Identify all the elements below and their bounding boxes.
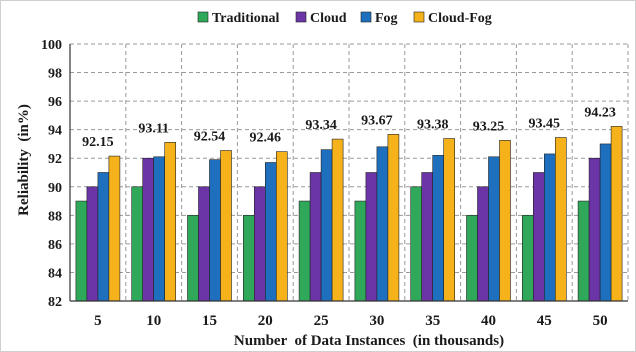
y-tick-label: 96: [48, 95, 62, 110]
bar-groups: [75, 126, 623, 302]
data-label: 93.34: [305, 118, 337, 133]
bar-fog-40: [488, 156, 500, 302]
bar-cloud-fog-10: [164, 142, 176, 302]
data-label: 92.46: [250, 131, 282, 146]
data-label: 92.15: [82, 135, 114, 150]
data-label: 93.11: [138, 121, 169, 136]
x-tick-label: 40: [481, 313, 496, 329]
x-axis-title: Number of Data Instances (in thousands): [234, 333, 504, 349]
bar-cloud-fog-45: [554, 137, 567, 302]
y-tick-label: 88: [48, 209, 62, 224]
bar-fog-35: [432, 155, 445, 302]
bar-cloud-25: [309, 172, 322, 302]
bar-traditional-45: [521, 215, 534, 302]
legend-label-fog: Fog: [375, 11, 398, 26]
bar-fog-5: [97, 172, 110, 302]
bar-cloud-30: [365, 172, 378, 302]
legend-swatch-fog: [360, 11, 372, 23]
bar-cloud-40: [477, 186, 489, 302]
y-tick-labels: 82 84 86 88 90 92 94 96 98 100: [41, 38, 62, 310]
x-tick-label: 25: [314, 313, 329, 329]
bar-cloud-fog-30: [387, 134, 400, 302]
data-label: 93.45: [529, 117, 561, 132]
x-tick-label: 15: [202, 313, 217, 329]
axes: [69, 44, 628, 302]
bar-cloud-35: [421, 172, 434, 302]
legend-swatch-cloud: [295, 11, 307, 23]
y-tick-label: 100: [41, 38, 62, 53]
x-tick-label: 5: [94, 313, 102, 329]
bar-cloud-50: [588, 157, 601, 302]
bar-cloud-fog-5: [108, 155, 121, 302]
legend-label-cloud-fog: Cloud-Fog: [428, 11, 492, 26]
x-tick-label: 10: [146, 313, 161, 329]
data-label: 92.54: [194, 130, 226, 145]
bar-cloud-fog-25: [331, 138, 344, 302]
bar-traditional-30: [354, 200, 367, 302]
data-labels: 92.15 93.11 92.54 92.46 93.34 93.67 93.38 93.25…: [82, 105, 616, 150]
data-label: 93.25: [473, 119, 505, 134]
bar-cloud-15: [198, 186, 210, 302]
legend: Traditional Cloud Fog Cloud-Fog: [197, 11, 492, 26]
bar-fog-30: [376, 146, 389, 302]
bar-traditional-5: [75, 200, 88, 302]
bar-fog-15: [209, 159, 221, 302]
bar-cloud-20: [254, 186, 266, 302]
bar-fog-25: [320, 149, 333, 302]
bar-fog-10: [153, 156, 165, 302]
bar-cloud-fog-20: [275, 151, 288, 302]
bar-cloud-5: [86, 186, 99, 302]
y-tick-label: 94: [48, 124, 62, 139]
bar-traditional-50: [577, 200, 590, 302]
bar-traditional-20: [243, 215, 255, 302]
y-tick-label: 84: [48, 266, 62, 281]
bar-traditional-35: [410, 186, 423, 302]
y-tick-label: 86: [48, 238, 62, 253]
y-tick-label: 90: [48, 181, 62, 196]
bar-fog-45: [543, 153, 556, 302]
y-tick-label: 92: [48, 152, 62, 167]
legend-label-traditional: Traditional: [212, 11, 280, 26]
bar-cloud-fog-50: [610, 126, 623, 302]
y-axis-title: Reliability (in%): [16, 104, 32, 216]
legend-label-cloud: Cloud: [310, 11, 347, 26]
data-label: 93.38: [417, 118, 449, 133]
bar-cloud-10: [142, 157, 154, 302]
bar-cloud-fog-35: [443, 138, 456, 302]
data-label: 93.67: [361, 113, 393, 128]
legend-swatch-traditional: [197, 11, 209, 23]
x-tick-label: 35: [425, 313, 440, 329]
bar-fog-50: [599, 143, 612, 302]
x-tick-label: 30: [369, 313, 384, 329]
bar-traditional-25: [298, 200, 311, 302]
bar-traditional-10: [131, 186, 143, 302]
x-tick-label: 50: [593, 313, 608, 329]
data-label: 94.23: [584, 105, 616, 120]
y-tick-label: 82: [48, 295, 62, 310]
x-tick-labels: 5 10 15 20 25 30 35 40 45 50: [94, 313, 607, 329]
bar-cloud-fog-40: [499, 140, 511, 302]
bar-fog-20: [264, 162, 277, 302]
bar-cloud-fog-15: [220, 150, 232, 302]
y-tick-label: 98: [48, 67, 62, 82]
bar-traditional-15: [187, 215, 199, 302]
legend-swatch-cloud-fog: [413, 11, 425, 23]
x-tick-label: 20: [258, 313, 273, 329]
bar-cloud-45: [532, 172, 545, 302]
bar-traditional-40: [466, 215, 478, 302]
x-tick-label: 45: [537, 313, 552, 329]
